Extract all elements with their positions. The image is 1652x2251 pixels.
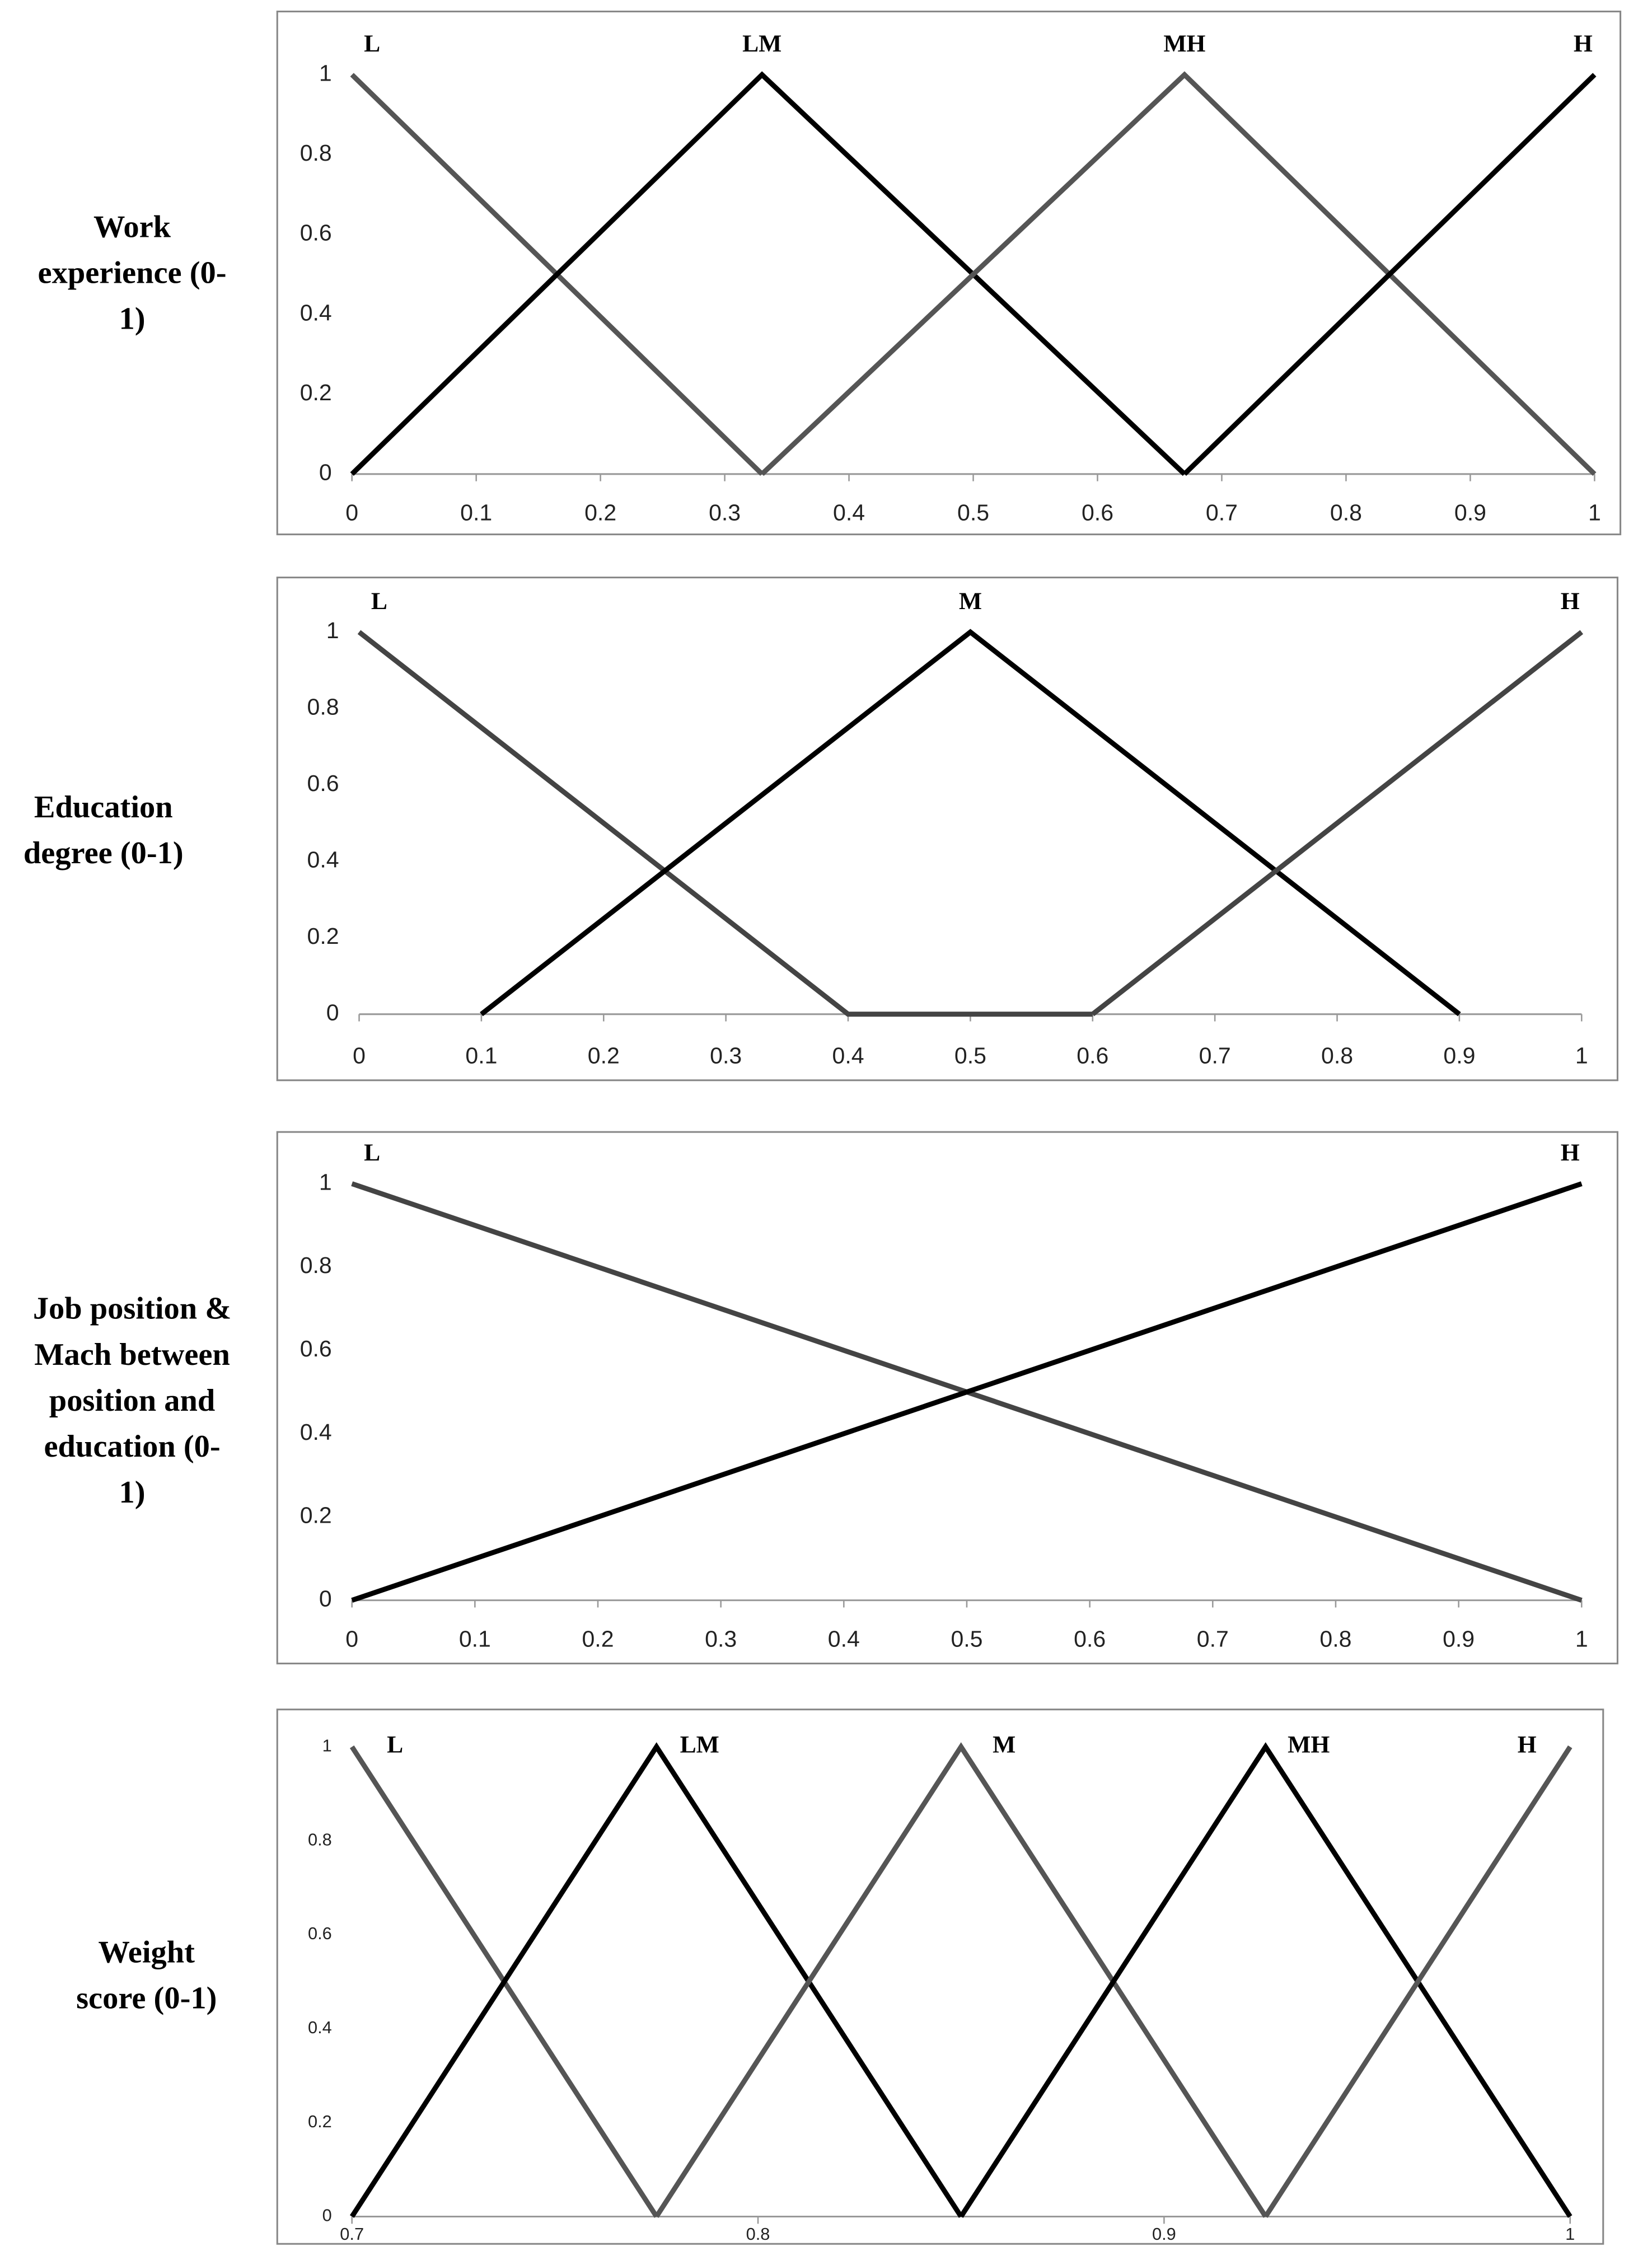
y-tick-label: 1 <box>322 1736 332 1756</box>
x-tick-label: 1 <box>1575 1042 1588 1068</box>
y-tick-label: 0.6 <box>308 1924 332 1943</box>
y-tick-label: 0.2 <box>308 2112 332 2131</box>
x-tick-label: 0.9 <box>1152 2224 1176 2244</box>
y-tick-label: 0.4 <box>300 299 332 325</box>
x-tick-label: 0.7 <box>1206 500 1238 526</box>
y-axis-label: Work experience (0-1) <box>38 208 227 336</box>
x-tick-label: 0.6 <box>1077 1042 1108 1068</box>
x-tick-label: 0.3 <box>705 1626 737 1651</box>
series-name: H <box>1561 1139 1580 1166</box>
y-tick-label: 1 <box>319 1169 332 1195</box>
chart-frame <box>276 10 1622 536</box>
x-tick-label: 0 <box>353 1042 366 1068</box>
x-tick-label: 0.9 <box>1443 1626 1475 1651</box>
x-tick-label: 0.1 <box>460 500 492 526</box>
series-line <box>958 1742 1573 2218</box>
series-name: L <box>387 1731 403 1758</box>
series-line <box>349 1742 963 2218</box>
y-tick-label: 0.8 <box>307 694 339 719</box>
series-name: MH <box>1288 1731 1330 1758</box>
series-line <box>357 630 1093 1017</box>
x-tick-label: 0.5 <box>957 500 989 526</box>
y-axis-label: Education degree (0-1) <box>23 788 184 871</box>
x-tick-label: 0 <box>345 500 358 526</box>
y-tick-label: 0.2 <box>300 1503 332 1528</box>
x-tick-label: 0.3 <box>710 1042 742 1068</box>
series-name: LM <box>680 1731 719 1758</box>
y-tick-label: 1 <box>319 60 332 86</box>
series-name: H <box>1574 30 1593 57</box>
y-tick-label: 0 <box>319 460 332 485</box>
y-tick-label: 0.4 <box>307 846 339 872</box>
series-line <box>350 71 1186 476</box>
y-tick-label: 0.2 <box>300 380 332 405</box>
x-tick-label: 0 <box>345 1626 358 1651</box>
series-line <box>480 629 1461 1017</box>
series-name: H <box>1561 588 1580 615</box>
x-tick-label: 0.5 <box>951 1626 982 1651</box>
x-tick-label: 0.3 <box>709 500 741 526</box>
y-tick-label: 0 <box>322 2206 332 2225</box>
series-line <box>351 1181 1583 1603</box>
series-name: L <box>364 1139 380 1166</box>
series-name: LM <box>742 30 781 57</box>
x-tick-label: 0.6 <box>1074 1626 1106 1651</box>
y-tick-label: 0.8 <box>300 1252 332 1278</box>
y-tick-label: 0.4 <box>300 1419 332 1445</box>
y-tick-label: 0 <box>326 1000 339 1026</box>
y-tick-label: 0 <box>319 1585 332 1611</box>
y-tick-label: 0.6 <box>307 770 339 796</box>
x-tick-label: 0.7 <box>340 2224 364 2244</box>
series-line <box>1091 630 1584 1017</box>
x-tick-label: 0.4 <box>828 1626 860 1651</box>
series-name: M <box>959 588 982 615</box>
series-line <box>760 71 1597 476</box>
x-tick-label: 0.8 <box>746 2224 770 2244</box>
x-tick-label: 0.2 <box>582 1626 614 1651</box>
x-tick-label: 1 <box>1575 1626 1588 1651</box>
x-tick-label: 0.2 <box>584 500 616 526</box>
y-tick-label: 0.8 <box>300 140 332 166</box>
series-name: L <box>371 588 387 615</box>
y-tick-label: 0.6 <box>300 220 332 246</box>
x-tick-label: 0.2 <box>588 1042 620 1068</box>
y-tick-label: 0.4 <box>308 2018 332 2037</box>
x-tick-label: 0.8 <box>1319 1626 1351 1651</box>
y-tick-label: 1 <box>326 617 339 643</box>
x-tick-label: 0.7 <box>1197 1626 1229 1651</box>
series-name: H <box>1518 1731 1537 1758</box>
y-axis-label: Weight score (0-1) <box>76 1933 217 2016</box>
chart-frame <box>276 577 1618 1082</box>
x-tick-label: 0.9 <box>1454 500 1486 526</box>
x-tick-label: 0.9 <box>1443 1042 1475 1068</box>
x-tick-label: 0.7 <box>1199 1042 1231 1068</box>
x-tick-label: 0.1 <box>459 1626 491 1651</box>
chart-frame <box>276 1709 1604 2245</box>
series-line <box>1182 73 1597 476</box>
x-tick-label: 0.1 <box>465 1042 497 1068</box>
x-tick-label: 0.5 <box>954 1042 986 1068</box>
x-tick-label: 0.4 <box>832 1042 864 1068</box>
series-name: L <box>364 30 380 57</box>
x-tick-label: 0.6 <box>1082 500 1113 526</box>
x-tick-label: 0.8 <box>1321 1042 1353 1068</box>
series-name: M <box>993 1731 1015 1758</box>
series-line <box>654 1742 1268 2218</box>
series-name: MH <box>1163 30 1205 57</box>
y-tick-label: 0.8 <box>308 1829 332 1849</box>
x-tick-label: 0.8 <box>1330 500 1362 526</box>
y-tick-label: 0.6 <box>300 1336 332 1361</box>
x-tick-label: 1 <box>1565 2224 1575 2244</box>
y-tick-label: 0.2 <box>307 923 339 949</box>
y-axis-label: Job position & Mach between position and… <box>32 1290 232 1510</box>
chart-frame <box>276 1131 1618 1665</box>
x-tick-label: 1 <box>1588 500 1601 526</box>
x-tick-label: 0.4 <box>833 500 865 526</box>
series-line <box>1263 1745 1573 2218</box>
